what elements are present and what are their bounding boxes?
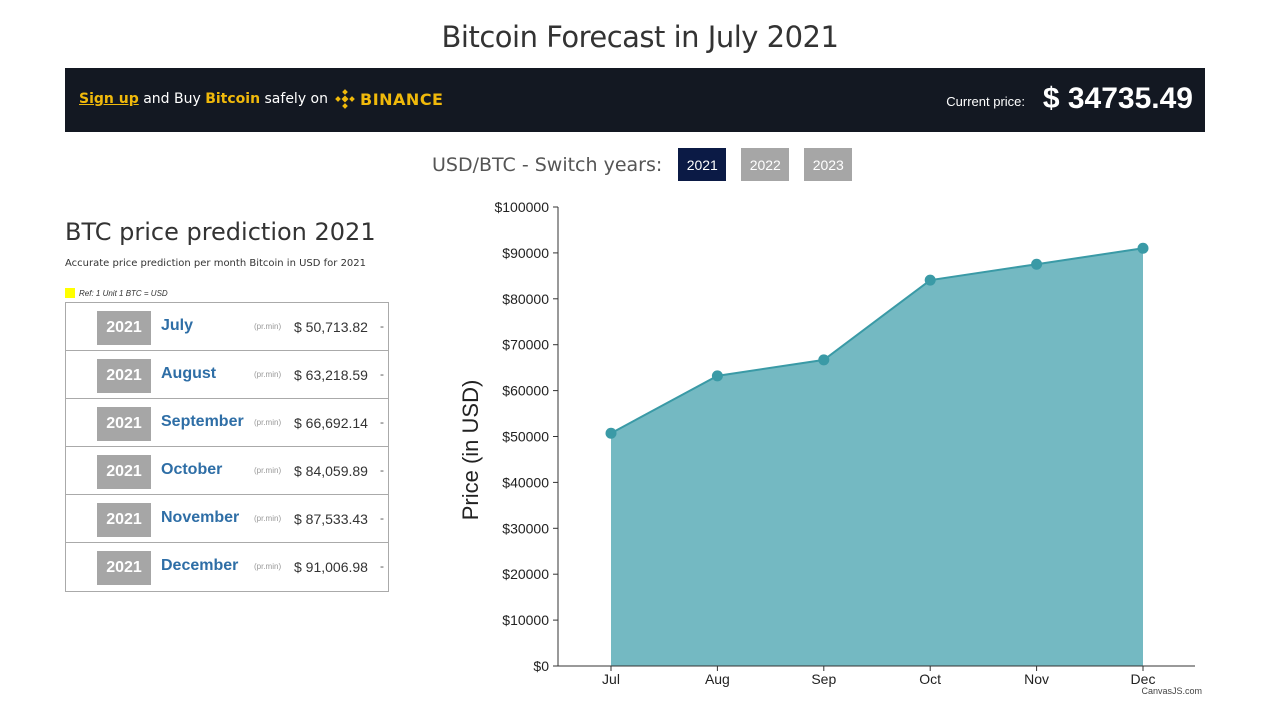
data-point <box>1031 258 1043 270</box>
area-fill <box>611 248 1143 666</box>
y-tick-label: $10000 <box>502 612 549 628</box>
row-dash: - <box>380 463 384 477</box>
page-title: Bitcoin Forecast in July 2021 <box>441 20 839 54</box>
row-dash: - <box>380 559 384 573</box>
row-year-badge: 2021 <box>97 359 151 393</box>
data-point <box>1137 242 1149 254</box>
row-prmin: (pr.min) <box>254 466 282 475</box>
x-tick-label: Dec <box>1131 671 1156 687</box>
current-price-label: Current price: <box>946 94 1025 109</box>
binance-name: BINANCE <box>360 89 444 109</box>
table-row: 2021 November (pr.min) $ 87,533.43 - <box>66 495 388 543</box>
row-month-link[interactable]: October <box>161 461 223 478</box>
x-tick-label: Sep <box>811 671 836 687</box>
x-tick-label: Aug <box>705 671 730 687</box>
price-area-chart: Price (in USD) CanvasJS.com $0 $10000 $200… <box>458 199 1202 696</box>
row-price: $ 63,218.59 <box>294 367 368 383</box>
row-prmin: (pr.min) <box>254 514 282 523</box>
row-month-link[interactable]: July <box>161 317 194 334</box>
ref-text: Ref: 1 Unit 1 BTC = USD <box>79 288 168 298</box>
data-point <box>924 274 936 286</box>
prediction-table: 2021 July (pr.min) $ 50,713.82 - 2021 Au… <box>65 302 389 592</box>
current-price-value: $ 34735.49 <box>1042 82 1193 115</box>
y-tick-label: $90000 <box>502 245 549 261</box>
series-line <box>610 247 1144 435</box>
data-point <box>711 370 723 382</box>
data-point <box>818 354 830 366</box>
y-tick-label: $70000 <box>502 337 549 353</box>
row-prmin: (pr.min) <box>254 322 282 331</box>
row-prmin: (pr.min) <box>254 418 282 427</box>
y-tick-label: $80000 <box>502 291 549 307</box>
year-button-2022[interactable]: 2022 <box>741 148 790 181</box>
y-tick-label: $20000 <box>502 566 549 582</box>
row-month-link[interactable]: December <box>161 557 239 574</box>
y-tick-label: $30000 <box>502 520 549 536</box>
y-tick-label: $50000 <box>502 429 549 445</box>
table-row: 2021 July (pr.min) $ 50,713.82 - <box>66 303 388 351</box>
y-tick-label: $40000 <box>502 474 549 490</box>
row-price: $ 91,006.98 <box>294 559 368 575</box>
banner-bitcoin: Bitcoin <box>205 91 261 107</box>
year-button-2023[interactable]: 2023 <box>804 148 853 181</box>
y-tick-label: $0 <box>533 658 549 674</box>
year-switcher: USD/BTC - Switch years: 2021 2022 2023 <box>432 148 867 181</box>
ref-note: Ref: 1 Unit 1 BTC = USD <box>65 288 168 298</box>
prediction-subtitle: Accurate price prediction per month Bitc… <box>65 258 367 269</box>
banner-promo: Sign up and Buy Bitcoin safely on BINANC… <box>79 89 443 109</box>
y-tick-label: $100000 <box>494 199 549 215</box>
banner-text-safely-on: safely on <box>264 91 328 107</box>
row-month-link[interactable]: September <box>161 413 244 430</box>
row-year-badge: 2021 <box>97 455 151 489</box>
binance-diamond-icon <box>335 89 355 109</box>
row-year-badge: 2021 <box>97 551 151 585</box>
y-tick-label: $60000 <box>502 383 549 399</box>
row-dash: - <box>380 367 384 381</box>
data-point <box>605 427 617 439</box>
row-price: $ 66,692.14 <box>294 415 368 431</box>
row-prmin: (pr.min) <box>254 562 282 571</box>
row-year-badge: 2021 <box>97 503 151 537</box>
y-axis-title: Price (in USD) <box>458 380 483 521</box>
banner-text-and-buy: and Buy <box>143 91 201 107</box>
row-year-badge: 2021 <box>97 407 151 441</box>
table-row: 2021 December (pr.min) $ 91,006.98 - <box>66 543 388 591</box>
row-dash: - <box>380 511 384 525</box>
x-tick-label: Nov <box>1024 671 1049 687</box>
switch-years-label: USD/BTC - Switch years: <box>432 153 663 176</box>
row-dash: - <box>380 319 384 333</box>
ref-swatch <box>65 288 75 298</box>
row-price: $ 50,713.82 <box>294 319 368 335</box>
chart-credit[interactable]: CanvasJS.com <box>1141 686 1202 696</box>
table-row: 2021 August (pr.min) $ 63,218.59 - <box>66 351 388 399</box>
row-month-link[interactable]: November <box>161 509 240 526</box>
table-row: 2021 September (pr.min) $ 66,692.14 - <box>66 399 388 447</box>
table-row: 2021 October (pr.min) $ 84,059.89 - <box>66 447 388 495</box>
row-month-link[interactable]: August <box>161 365 217 382</box>
row-price: $ 84,059.89 <box>294 463 368 479</box>
signup-link[interactable]: Sign up <box>79 91 139 107</box>
binance-banner[interactable]: Sign up and Buy Bitcoin safely on BINANC… <box>65 68 1205 132</box>
prediction-title: BTC price prediction 2021 <box>65 218 376 246</box>
x-tick-label: Jul <box>602 671 620 687</box>
row-dash: - <box>380 415 384 429</box>
x-tick-label: Oct <box>919 671 941 687</box>
year-button-2021[interactable]: 2021 <box>678 148 727 181</box>
row-year-badge: 2021 <box>97 311 151 345</box>
row-prmin: (pr.min) <box>254 370 282 379</box>
binance-logo[interactable]: BINANCE <box>335 89 443 109</box>
row-price: $ 87,533.43 <box>294 511 368 527</box>
